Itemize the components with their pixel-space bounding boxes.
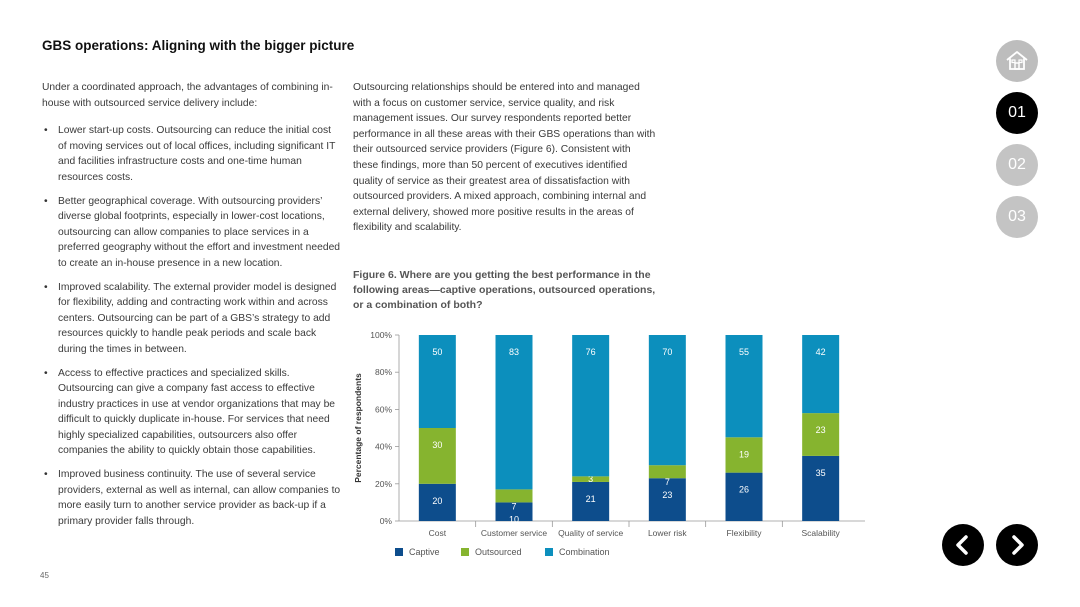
legend-swatch — [545, 548, 553, 556]
chevron-left-icon — [956, 535, 968, 555]
bar-segment — [418, 428, 456, 484]
left-column: Under a coordinated approach, the advant… — [42, 80, 342, 537]
x-tick-label: Flexibility — [727, 528, 763, 538]
bar-segment — [418, 483, 456, 521]
figure-title: Figure 6. Where are you getting the best… — [353, 269, 656, 311]
data-label: 35 — [816, 468, 826, 478]
next-page-button[interactable] — [996, 524, 1038, 566]
bar-segment — [802, 455, 840, 521]
stacked-bar-chart: 0% 20% 40% 60% 80% 100% Percentage of responde… — [353, 330, 865, 557]
data-label: 20 — [432, 496, 442, 506]
data-label: 10 — [509, 514, 519, 524]
data-label: 7 — [665, 477, 670, 487]
bar-segment — [802, 413, 840, 456]
bar-segment — [725, 437, 763, 473]
list-item: Improved scalability. The external provi… — [42, 280, 342, 358]
list-item: Improved business continuity. The use of… — [42, 467, 342, 529]
data-label: 83 — [509, 347, 519, 357]
nav-page-03[interactable]: 03 — [996, 196, 1038, 238]
x-tick-label: Scalability — [802, 528, 841, 538]
bar-segment — [495, 502, 533, 521]
y-tick-label: 0% — [380, 516, 393, 526]
list-item: Lower start-up costs. Outsourcing can re… — [42, 123, 342, 185]
list-item: Access to effective practices and specia… — [42, 366, 342, 460]
data-label: 23 — [662, 490, 672, 500]
page-number: 45 — [40, 571, 49, 580]
bar-segment — [648, 465, 686, 479]
data-label: 42 — [816, 347, 826, 357]
data-label: 76 — [586, 347, 596, 357]
page-title: GBS operations: Aligning with the bigger… — [42, 38, 355, 53]
y-axis-label: Percentage of respondents — [353, 373, 363, 483]
x-tick-label: Customer service — [481, 528, 547, 538]
intro-text: Under a coordinated approach, the advant… — [42, 82, 333, 109]
house-icon — [1006, 51, 1028, 70]
data-label: 19 — [739, 449, 749, 459]
home-button[interactable] — [996, 40, 1038, 82]
bar-segment — [802, 335, 840, 414]
middle-column: Outsourcing relationships should be ente… — [353, 80, 658, 236]
y-tick-label: 40% — [375, 442, 392, 452]
bar-segment — [572, 481, 610, 521]
x-tick-label: Quality of service — [558, 528, 623, 538]
legend-swatch — [461, 548, 469, 556]
y-tick-label: 80% — [375, 367, 392, 377]
chevron-right-icon — [1012, 535, 1024, 555]
data-label: 26 — [739, 485, 749, 495]
legend-label: Captive — [409, 547, 440, 557]
nav-page-01[interactable]: 01 — [996, 92, 1038, 134]
previous-page-button[interactable] — [942, 524, 984, 566]
data-label: 70 — [662, 347, 672, 357]
body-paragraph: Outsourcing relationships should be ente… — [353, 82, 656, 234]
y-tick-label: 100% — [370, 330, 392, 340]
y-tick-label: 60% — [375, 404, 392, 414]
x-tick-label: Lower risk — [648, 528, 687, 538]
data-label: 7 — [511, 501, 516, 511]
advantages-list: Lower start-up costs. Outsourcing can re… — [42, 123, 342, 529]
bar-segment — [495, 489, 533, 503]
nav-page-02[interactable]: 02 — [996, 144, 1038, 186]
bar-segment — [572, 335, 610, 477]
bar-segment — [572, 476, 610, 482]
data-label: 3 — [588, 474, 593, 484]
legend-label: Combination — [559, 547, 610, 557]
x-tick-label: Cost — [429, 528, 447, 538]
data-label: 21 — [586, 494, 596, 504]
data-label: 23 — [816, 425, 826, 435]
legend-swatch — [395, 548, 403, 556]
bar-segment — [648, 335, 686, 466]
bar-segment — [648, 478, 686, 521]
bar-segment — [418, 335, 456, 428]
legend-label: Outsourced — [475, 547, 522, 557]
bar-segment — [495, 335, 533, 490]
data-label: 50 — [432, 347, 442, 357]
data-label: 55 — [739, 347, 749, 357]
bar-segment — [725, 472, 763, 521]
list-item: Better geographical coverage. With outso… — [42, 194, 342, 272]
bar-segment — [725, 335, 763, 438]
data-label: 30 — [432, 440, 442, 450]
y-tick-label: 20% — [375, 479, 392, 489]
